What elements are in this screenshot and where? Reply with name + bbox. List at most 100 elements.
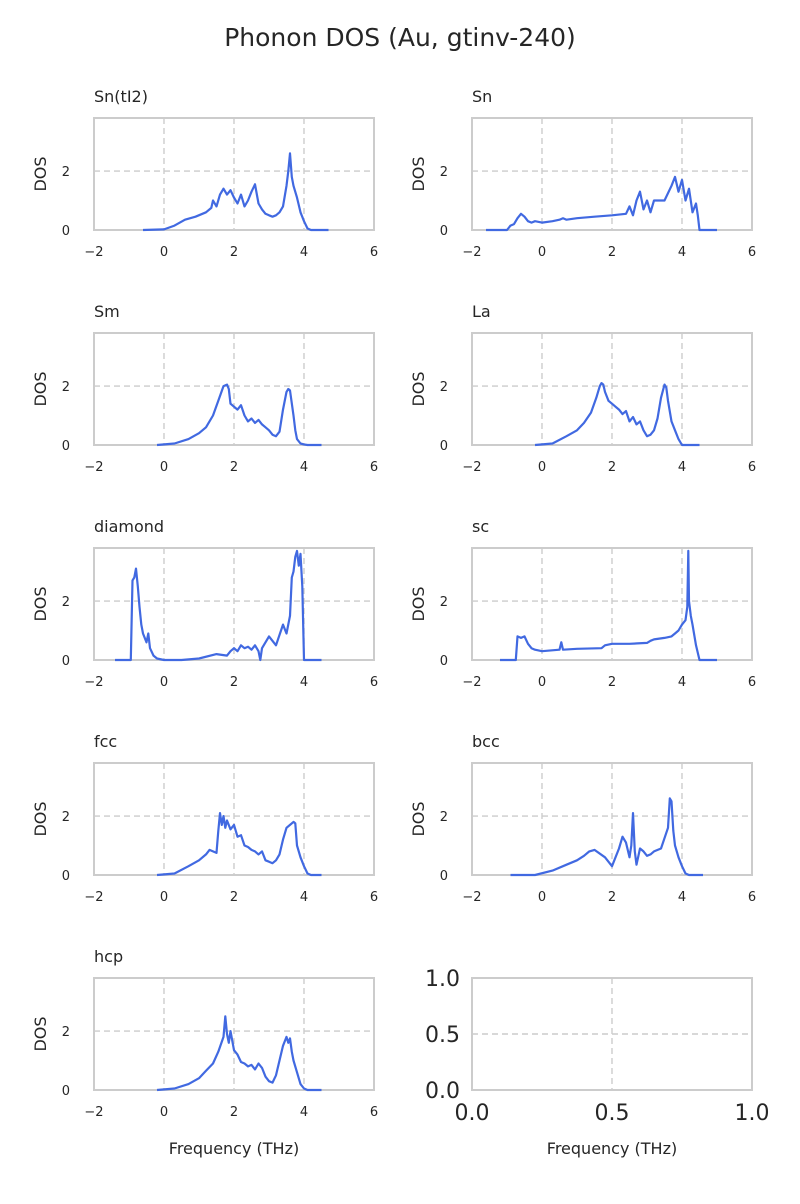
y-tick-label: 1.0	[425, 967, 460, 992]
panel: −2 0 2 4 6 0 2 Sn(tI2) DOS	[31, 87, 378, 260]
panel-title: bcc	[472, 732, 500, 751]
x-tick-label: −2	[84, 460, 103, 475]
x-tick-label: −2	[462, 245, 481, 260]
x-tick-label: 2	[608, 460, 616, 475]
panel-title: La	[472, 302, 491, 321]
y-tick-label: 2	[440, 810, 448, 825]
x-tick-label: 6	[370, 675, 378, 690]
x-tick-label: 6	[748, 245, 756, 260]
x-tick-label: 1.0	[735, 1101, 770, 1126]
panel: −2 0 2 4 6 0 2 diamond DOS	[31, 517, 378, 690]
y-tick-label: 2	[440, 595, 448, 610]
axes-frame	[93, 547, 375, 661]
y-tick-label: 2	[440, 165, 448, 180]
dos-curve	[500, 549, 717, 662]
axes-frame	[471, 977, 753, 1091]
x-tick-label: 0	[538, 675, 546, 690]
x-tick-label: 2	[230, 245, 238, 260]
dos-curve	[534, 382, 700, 447]
x-tick-label: 4	[678, 675, 686, 690]
y-axis-label: DOS	[409, 586, 428, 621]
x-tick-label: 6	[748, 675, 756, 690]
x-tick-label: 4	[678, 890, 686, 905]
figure-title: Phonon DOS (Au, gtinv-240)	[224, 23, 576, 52]
x-tick-label: 0	[538, 460, 546, 475]
y-axis-label: DOS	[409, 156, 428, 191]
x-tick-label: 0.5	[595, 1101, 630, 1126]
axes-frame	[471, 762, 753, 876]
y-axis-label: DOS	[31, 371, 50, 406]
y-tick-label: 0	[440, 224, 448, 239]
x-tick-label: 2	[230, 460, 238, 475]
y-axis-label: DOS	[31, 801, 50, 836]
x-tick-label: 6	[748, 460, 756, 475]
x-tick-label: 4	[678, 460, 686, 475]
axes-frame	[93, 977, 375, 1091]
x-tick-label: 2	[230, 675, 238, 690]
dos-curve	[486, 175, 717, 232]
dos-curve	[142, 152, 329, 232]
axes-frame	[471, 547, 753, 661]
axes-frame	[93, 117, 375, 231]
y-axis-label: DOS	[31, 1016, 50, 1051]
axes-frame	[93, 332, 375, 446]
x-tick-label: 4	[300, 675, 308, 690]
x-tick-label: 2	[230, 1105, 238, 1120]
x-tick-label: 6	[370, 245, 378, 260]
x-axis-label: Frequency (THz)	[547, 1139, 677, 1158]
panel: −2 0 2 4 6 0 2 Sm DOS	[31, 302, 378, 475]
panel-title: sc	[472, 517, 489, 536]
panel: −2 0 2 4 6 0 2 Sn DOS	[409, 87, 756, 260]
x-tick-label: −2	[84, 675, 103, 690]
x-tick-label: −2	[84, 1105, 103, 1120]
x-tick-label: 4	[300, 245, 308, 260]
y-tick-label: 0	[440, 869, 448, 884]
panel-title: Sm	[94, 302, 120, 321]
x-tick-label: 2	[608, 890, 616, 905]
x-tick-label: 2	[230, 890, 238, 905]
y-axis-label: DOS	[409, 371, 428, 406]
panel-title: hcp	[94, 947, 123, 966]
panel: −2 0 2 4 6 0 2 La DOS	[409, 302, 756, 475]
y-axis-label: DOS	[31, 586, 50, 621]
y-tick-label: 2	[62, 165, 70, 180]
x-tick-label: 4	[300, 890, 308, 905]
dos-curve	[156, 1015, 322, 1092]
dos-curve	[115, 549, 322, 662]
y-tick-label: 0	[62, 439, 70, 454]
y-tick-label: 0	[62, 869, 70, 884]
y-axis-label: DOS	[409, 801, 428, 836]
panel: −2 0 2 4 6 0 2 bcc DOS	[409, 732, 756, 905]
x-tick-label: 2	[608, 245, 616, 260]
x-tick-label: 6	[370, 1105, 378, 1120]
y-tick-label: 0	[440, 439, 448, 454]
y-tick-label: 0.0	[425, 1079, 460, 1104]
panel: 0.0 0.5 1.0 0.0 0.5 1.0 Frequency (THz)	[425, 967, 770, 1158]
x-axis-label: Frequency (THz)	[169, 1139, 299, 1158]
x-tick-label: 0	[160, 460, 168, 475]
x-tick-label: −2	[462, 460, 481, 475]
x-tick-label: 0	[160, 245, 168, 260]
dos-curve	[156, 812, 322, 877]
panel: −2 0 2 4 6 0 2 fcc DOS	[31, 732, 378, 905]
x-tick-label: −2	[462, 675, 481, 690]
dos-curve	[510, 797, 703, 877]
x-tick-label: 4	[678, 245, 686, 260]
x-tick-label: 2	[608, 675, 616, 690]
y-tick-label: 2	[62, 595, 70, 610]
axes-frame	[471, 332, 753, 446]
x-tick-label: 0	[160, 1105, 168, 1120]
y-tick-label: 2	[62, 810, 70, 825]
axes-frame	[93, 762, 375, 876]
panels: −2 0 2 4 6 0 2 Sn(tI2) DOS −2 0 2 4 6 0 2 Sn DOS −2 0 2 4 6 0 2 S…	[31, 87, 770, 1158]
dos-curve	[156, 383, 322, 447]
y-tick-label: 0	[440, 654, 448, 669]
x-tick-label: 4	[300, 1105, 308, 1120]
x-tick-label: 0	[538, 245, 546, 260]
y-tick-label: 0	[62, 224, 70, 239]
panel-title: fcc	[94, 732, 117, 751]
x-tick-label: 0.0	[455, 1101, 490, 1126]
panel-title: Sn(tI2)	[94, 87, 148, 106]
y-tick-label: 0	[62, 654, 70, 669]
x-tick-label: −2	[84, 245, 103, 260]
